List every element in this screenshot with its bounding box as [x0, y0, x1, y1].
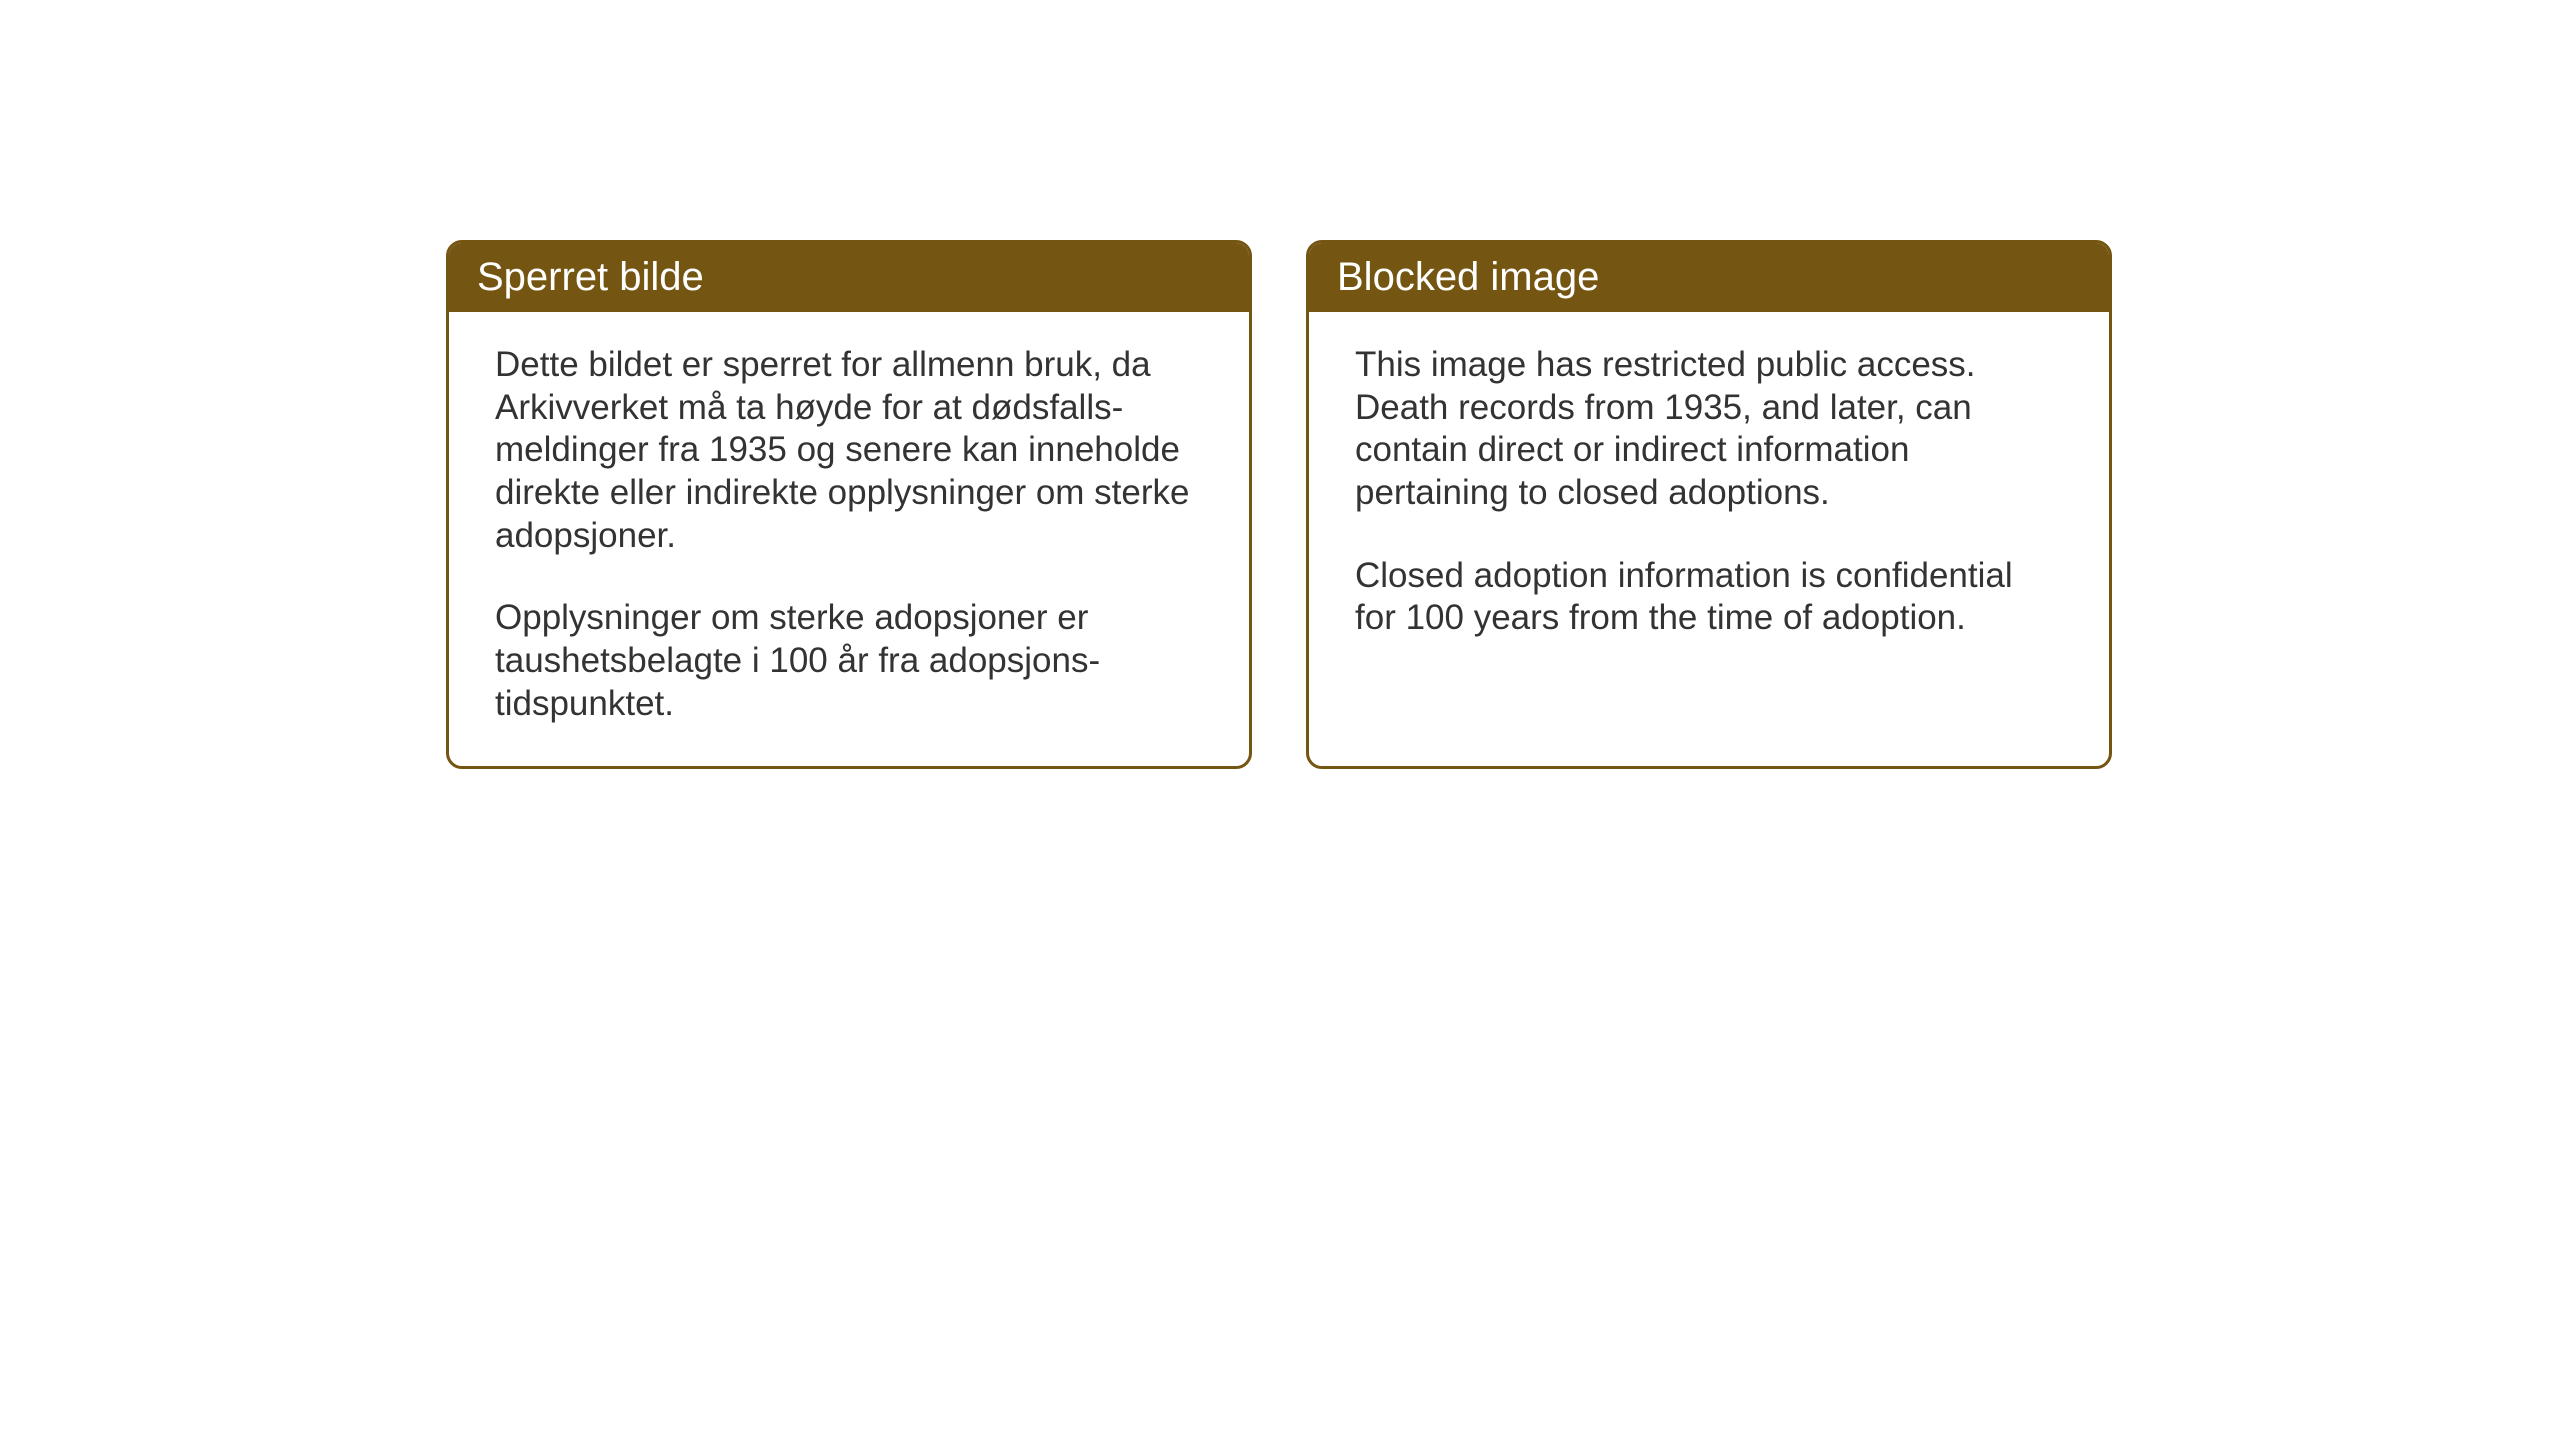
card-body-norwegian: Dette bildet er sperret for allmenn bruk…	[449, 312, 1249, 766]
card-header-english: Blocked image	[1309, 243, 2109, 312]
cards-container: Sperret bilde Dette bildet er sperret fo…	[446, 240, 2112, 769]
card-body-english: This image has restricted public access.…	[1309, 312, 2109, 680]
card-norwegian: Sperret bilde Dette bildet er sperret fo…	[446, 240, 1252, 769]
card-title-norwegian: Sperret bilde	[477, 255, 704, 299]
card-paragraph-2-english: Closed adoption information is confident…	[1355, 555, 2063, 640]
card-paragraph-1-english: This image has restricted public access.…	[1355, 344, 2063, 515]
card-paragraph-2-norwegian: Opplysninger om sterke adopsjoner er tau…	[495, 597, 1203, 725]
card-english: Blocked image This image has restricted …	[1306, 240, 2112, 769]
card-paragraph-1-norwegian: Dette bildet er sperret for allmenn bruk…	[495, 344, 1203, 557]
card-title-english: Blocked image	[1337, 255, 1599, 299]
card-header-norwegian: Sperret bilde	[449, 243, 1249, 312]
